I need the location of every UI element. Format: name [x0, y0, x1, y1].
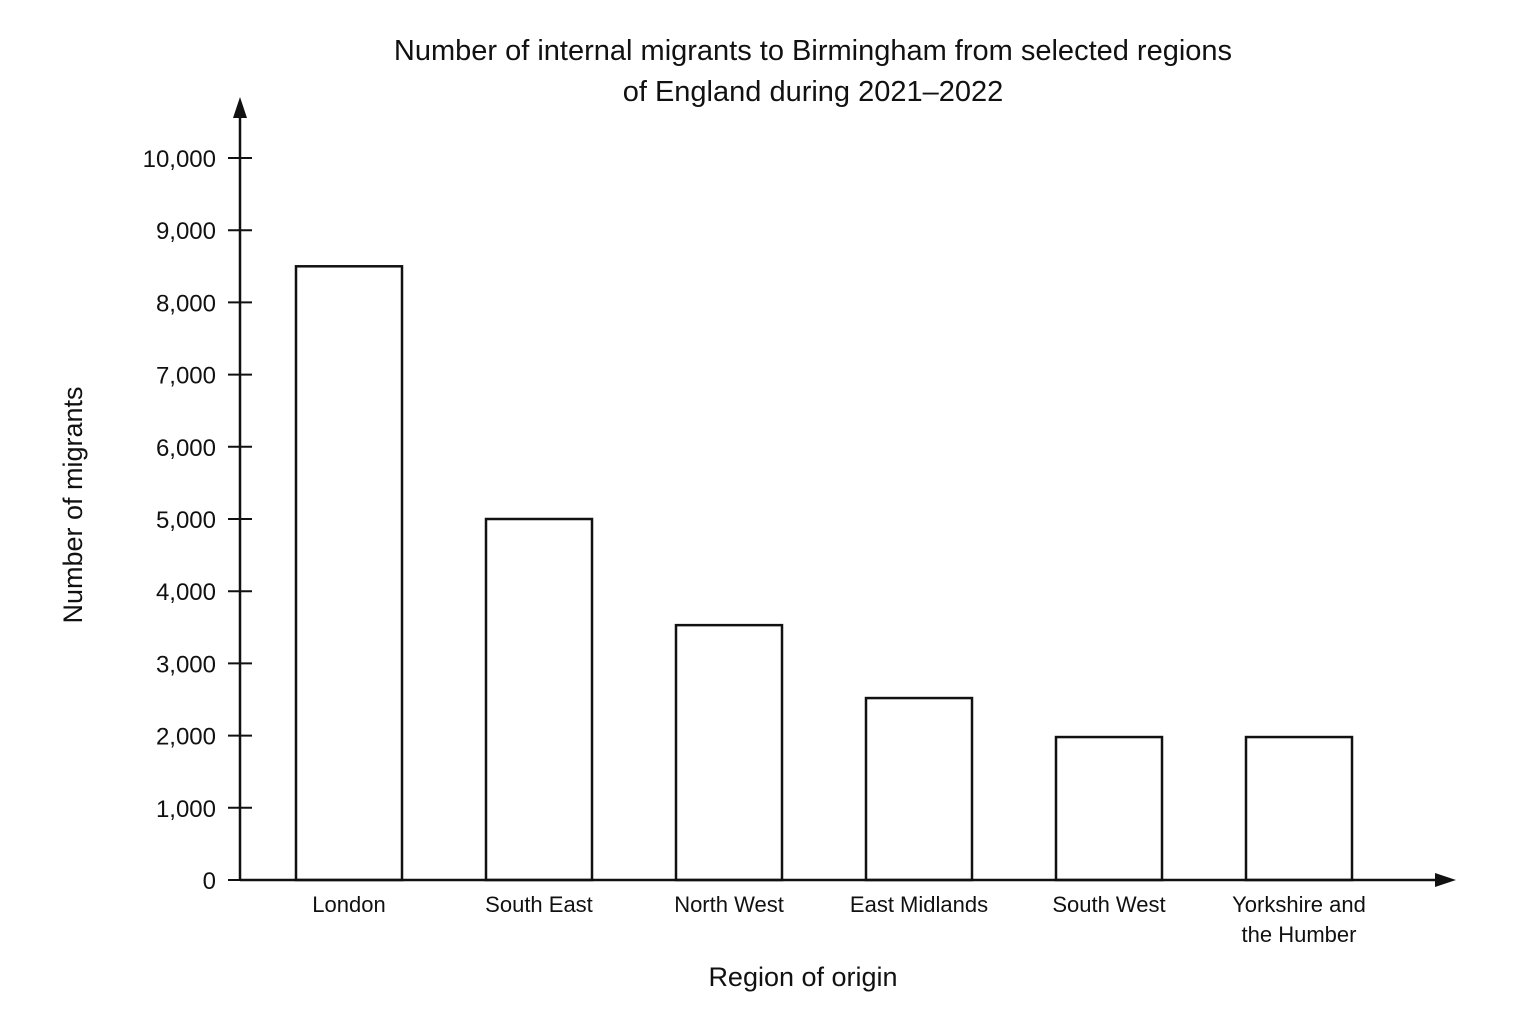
- bar: [864, 696, 974, 882]
- y-tick-label: 2,000: [156, 724, 216, 751]
- y-tick-label: 7,000: [156, 363, 216, 390]
- y-tick-label: 5,000: [156, 507, 216, 534]
- x-labels-group: London South East North West East Midlands S…: [312, 892, 1366, 947]
- bar: [1054, 735, 1164, 882]
- chart-title-line-2: of England during 2021–2022: [623, 76, 1004, 108]
- bar: [294, 265, 404, 882]
- x-category-label: East Midlands: [850, 892, 988, 917]
- y-tick-label: 6,000: [156, 435, 216, 462]
- y-ticks-group: 0 1,000 2,000 3,000 4,000 5,000 6,000 7,000 8,00…: [143, 146, 252, 895]
- x-category-label: London: [312, 892, 385, 917]
- y-tick-label: 9,000: [156, 218, 216, 245]
- y-tick-label: 8,000: [156, 290, 216, 317]
- bar: [1244, 735, 1354, 882]
- y-axis-title: Number of migrants: [58, 386, 88, 623]
- x-category-label: South West: [1052, 892, 1165, 917]
- y-tick-label: 10,000: [143, 146, 216, 173]
- x-category-label: South East: [485, 892, 593, 917]
- y-tick-label: 0: [203, 868, 216, 895]
- y-tick-label: 3,000: [156, 651, 216, 678]
- y-axis-arrow: [233, 97, 247, 118]
- y-tick-label: 1,000: [156, 796, 216, 823]
- axes-group: [233, 97, 1456, 887]
- chart-title-line-1: Number of internal migrants to Birmingha…: [394, 35, 1232, 67]
- bars-group: [294, 265, 1354, 882]
- bar: [484, 517, 594, 882]
- bar: [674, 623, 784, 882]
- x-axis-arrow: [1435, 873, 1456, 887]
- x-axis-title: Region of origin: [708, 962, 897, 992]
- y-tick-label: 4,000: [156, 579, 216, 606]
- x-category-label: the Humber: [1242, 922, 1357, 947]
- x-category-label: Yorkshire and: [1232, 892, 1366, 917]
- x-category-label: North West: [674, 892, 784, 917]
